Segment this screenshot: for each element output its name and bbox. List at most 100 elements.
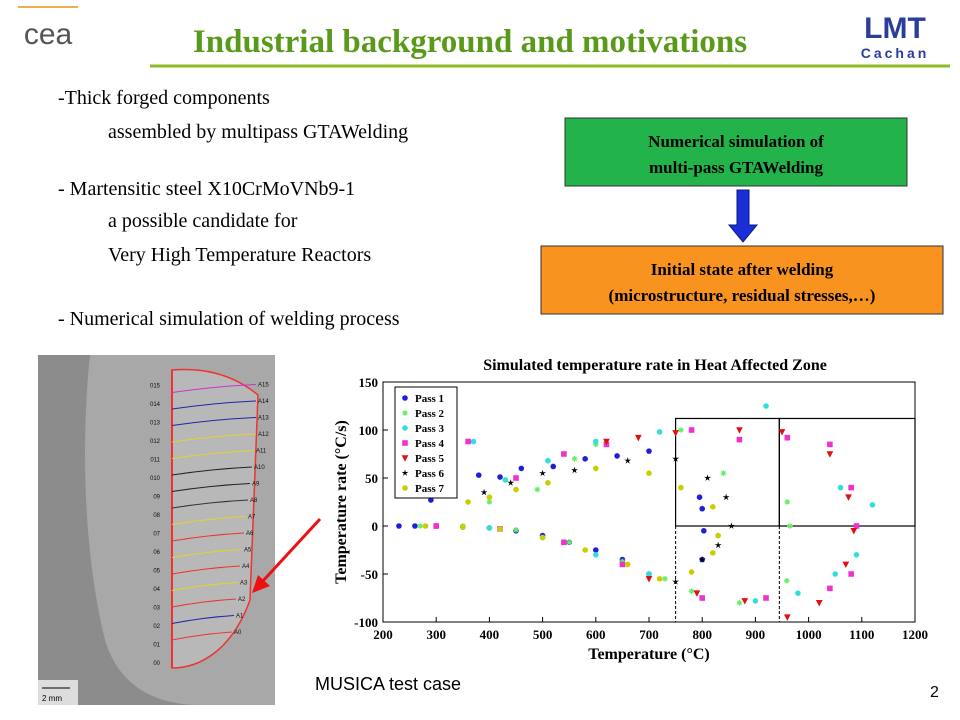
- pass-line: [171, 565, 241, 575]
- point: [593, 441, 599, 448]
- point: [619, 561, 626, 568]
- point: [566, 539, 572, 546]
- point: [635, 434, 642, 442]
- pass-label: A13: [258, 416, 269, 422]
- point: [678, 427, 684, 433]
- pass-label: 04: [153, 587, 160, 593]
- point: [815, 600, 823, 607]
- point: [561, 451, 567, 457]
- point: [513, 475, 519, 481]
- pass-label: 015: [150, 384, 161, 390]
- y-tick-label: 150: [359, 375, 379, 390]
- flow-text: Initial state after welding: [651, 260, 834, 279]
- point: [417, 523, 424, 529]
- point: [784, 434, 791, 441]
- caption: MUSICA test case: [315, 674, 461, 694]
- pass-label: 02: [153, 624, 160, 630]
- point: [486, 525, 493, 531]
- point: [497, 474, 503, 480]
- x-tick-label: 400: [480, 627, 500, 642]
- pass-line: [171, 516, 247, 525]
- point: [412, 523, 418, 529]
- pass-label: 03: [153, 606, 160, 612]
- point: [486, 499, 493, 505]
- point: [593, 552, 599, 558]
- point: [699, 505, 705, 512]
- y-tick-label: 0: [372, 519, 379, 534]
- pass-label: A11: [256, 449, 267, 455]
- pass-label: 07: [153, 532, 160, 538]
- logo-left: cea: [24, 18, 73, 51]
- point: [646, 470, 652, 477]
- pass-label: 014: [150, 402, 161, 408]
- bullet: -Thick forged components: [58, 87, 270, 109]
- point: [688, 588, 695, 595]
- point: [475, 472, 482, 478]
- point: [778, 429, 786, 436]
- pass-line: [171, 466, 253, 476]
- point: [827, 585, 833, 592]
- pass-label: A15: [258, 383, 269, 389]
- point: [853, 523, 860, 529]
- point: [837, 484, 844, 491]
- point: [480, 488, 488, 496]
- point: [497, 526, 503, 532]
- y-tick-label: 50: [365, 471, 378, 486]
- point: [582, 547, 588, 553]
- pass-label: A12: [258, 432, 269, 438]
- point: [550, 463, 557, 470]
- point: [561, 539, 567, 546]
- legend-marker: [402, 485, 408, 491]
- point: [688, 427, 695, 433]
- x-tick-label: 1000: [796, 627, 822, 642]
- pass-label: A0: [234, 630, 242, 636]
- bullet: - Martensitic steel X10CrMoVNb9-1: [58, 178, 355, 200]
- pass-label: A9: [252, 482, 260, 488]
- point: [593, 547, 599, 553]
- point: [710, 550, 716, 556]
- point: [465, 499, 471, 505]
- pass-line: [171, 483, 251, 492]
- legend-label: Pass 7: [415, 483, 445, 495]
- legend-label: Pass 3: [415, 423, 445, 435]
- pass-label: A10: [254, 465, 265, 471]
- pass-label: A1: [236, 614, 244, 620]
- pass-label: 00: [153, 661, 160, 667]
- point: [582, 456, 588, 462]
- point: [571, 466, 578, 474]
- x-tick-label: 300: [426, 627, 446, 642]
- point: [842, 561, 850, 569]
- point: [396, 523, 402, 529]
- point: [763, 403, 769, 409]
- flow-arrow: [727, 189, 759, 243]
- pass-label: A14: [258, 399, 269, 405]
- pass-label: A6: [246, 531, 254, 537]
- pass-label: A7: [248, 515, 256, 521]
- point: [795, 590, 801, 596]
- point: [422, 523, 429, 529]
- bullet-sub: assembled by multipass GTAWelding: [108, 121, 408, 143]
- x-axis-label: Temperature (°C): [588, 646, 709, 663]
- point: [678, 484, 684, 491]
- point: [614, 453, 620, 459]
- point: [545, 480, 551, 486]
- logo-right: LMT: [864, 12, 926, 45]
- point: [752, 598, 759, 604]
- point: [571, 456, 578, 462]
- legend-marker: [402, 395, 408, 401]
- point: [850, 528, 858, 535]
- point: [698, 556, 706, 563]
- pass-label: 011: [150, 458, 160, 464]
- point: [736, 436, 743, 443]
- pass-line: [171, 384, 257, 393]
- pass-line: [171, 598, 237, 608]
- legend-label: Pass 5: [415, 453, 445, 465]
- point: [662, 576, 668, 582]
- legend-label: Pass 4: [415, 438, 445, 450]
- logo-right-sub: Cachan: [861, 45, 930, 61]
- pass-label: 05: [153, 569, 160, 575]
- y-axis-label: Temperature rate (°C/s): [333, 420, 350, 584]
- point: [845, 494, 852, 501]
- slide-title: Industrial background and motivations: [193, 24, 747, 60]
- legend-marker: [402, 440, 408, 446]
